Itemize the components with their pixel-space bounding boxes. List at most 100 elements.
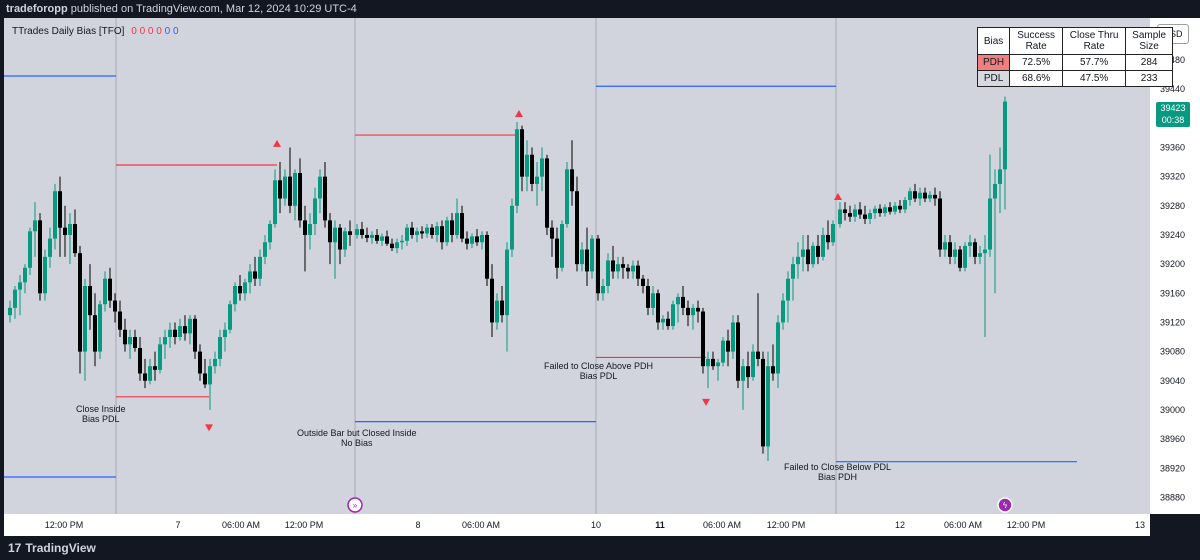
candle-body[interactable] [570, 169, 574, 192]
candle-body[interactable] [243, 282, 247, 294]
candle-body[interactable] [510, 205, 514, 250]
candle-body[interactable] [575, 191, 579, 265]
candle-body[interactable] [490, 278, 494, 323]
candle-body[interactable] [631, 265, 635, 272]
candle-body[interactable] [410, 227, 414, 235]
candle-body[interactable] [13, 289, 17, 308]
candle-body[interactable] [928, 194, 932, 199]
candle-body[interactable] [425, 227, 429, 234]
candle-body[interactable] [826, 234, 830, 243]
candle-body[interactable] [173, 329, 177, 338]
candle-body[interactable] [973, 242, 977, 257]
publisher-username[interactable]: tradeforopp [6, 3, 68, 15]
candle-body[interactable] [781, 300, 785, 323]
candle-body[interactable] [721, 340, 725, 363]
candle-body[interactable] [550, 227, 554, 239]
candle-body[interactable] [18, 282, 22, 290]
candle-body[interactable] [288, 176, 292, 206]
tradingview-brand[interactable]: 17 TradingView [8, 541, 96, 555]
candle-body[interactable] [223, 329, 227, 338]
candle-body[interactable] [395, 242, 399, 249]
candle-body[interactable] [163, 337, 167, 345]
candle-body[interactable] [821, 234, 825, 257]
candle-body[interactable] [565, 169, 569, 225]
candle-body[interactable] [193, 318, 197, 352]
candle-body[interactable] [78, 253, 82, 352]
candle-body[interactable] [601, 285, 605, 294]
candle-body[interactable] [390, 243, 394, 249]
candle-body[interactable] [203, 373, 207, 385]
candle-body[interactable] [143, 373, 147, 381]
candle-body[interactable] [183, 326, 187, 334]
candle-body[interactable] [651, 293, 655, 308]
candle-body[interactable] [470, 236, 474, 244]
candle-body[interactable] [963, 245, 967, 268]
candle-body[interactable] [868, 213, 872, 219]
candle-body[interactable] [308, 224, 312, 235]
candle-body[interactable] [806, 249, 810, 265]
candle-body[interactable] [385, 236, 389, 244]
candle-body[interactable] [253, 271, 257, 279]
candle-body[interactable] [153, 366, 157, 370]
candle-body[interactable] [873, 208, 877, 214]
candle-body[interactable] [148, 366, 152, 381]
candle-body[interactable] [440, 226, 444, 243]
candle-body[interactable] [118, 311, 122, 330]
candle-body[interactable] [811, 245, 815, 265]
candle-body[interactable] [323, 176, 327, 221]
candle-body[interactable] [328, 220, 332, 243]
candle-body[interactable] [455, 213, 459, 235]
candle-body[interactable] [898, 205, 902, 210]
candle-body[interactable] [188, 318, 192, 334]
candle-body[interactable] [430, 227, 434, 235]
candle-body[interactable] [913, 191, 917, 199]
candle-body[interactable] [756, 351, 760, 359]
candle-body[interactable] [771, 366, 775, 374]
candle-body[interactable] [28, 231, 32, 268]
candle-body[interactable] [313, 198, 317, 225]
candle-body[interactable] [293, 172, 297, 206]
candle-body[interactable] [53, 191, 57, 239]
candle-body[interactable] [776, 322, 780, 374]
candle-body[interactable] [233, 285, 237, 305]
candle-body[interactable] [711, 358, 715, 367]
candle-body[interactable] [138, 347, 142, 374]
candle-body[interactable] [636, 265, 640, 279]
candle-body[interactable] [983, 249, 987, 254]
candle-body[interactable] [98, 304, 102, 352]
candle-body[interactable] [520, 129, 524, 177]
candle-body[interactable] [671, 304, 675, 327]
candle-body[interactable] [258, 256, 262, 279]
candle-body[interactable] [208, 366, 212, 385]
candle-body[interactable] [38, 220, 42, 294]
candle-body[interactable] [48, 238, 52, 257]
candle-body[interactable] [786, 278, 790, 301]
candle-body[interactable] [198, 351, 202, 374]
candle-body[interactable] [480, 234, 484, 243]
candle-body[interactable] [248, 271, 252, 283]
candle-body[interactable] [23, 267, 27, 283]
candle-body[interactable] [268, 224, 272, 243]
candle-body[interactable] [761, 358, 765, 447]
candle-body[interactable] [113, 300, 117, 312]
candle-body[interactable] [8, 307, 12, 316]
candle-body[interactable] [726, 340, 730, 352]
candle-body[interactable] [878, 208, 882, 214]
candle-body[interactable] [123, 329, 127, 345]
candle-body[interactable] [903, 199, 907, 210]
candle-body[interactable] [988, 198, 992, 250]
candle-body[interactable] [968, 242, 972, 246]
candle-body[interactable] [580, 249, 584, 265]
candle-body[interactable] [746, 366, 750, 378]
candle-body[interactable] [918, 192, 922, 199]
candle-body[interactable] [515, 129, 519, 206]
candle-body[interactable] [560, 224, 564, 268]
candle-body[interactable] [661, 318, 665, 323]
candle-body[interactable] [370, 234, 374, 238]
candle-body[interactable] [445, 220, 449, 243]
candle-body[interactable] [998, 169, 1002, 184]
candle-body[interactable] [978, 253, 982, 257]
candle-body[interactable] [848, 213, 852, 217]
candle-body[interactable] [355, 229, 359, 235]
candle-body[interactable] [360, 229, 364, 235]
